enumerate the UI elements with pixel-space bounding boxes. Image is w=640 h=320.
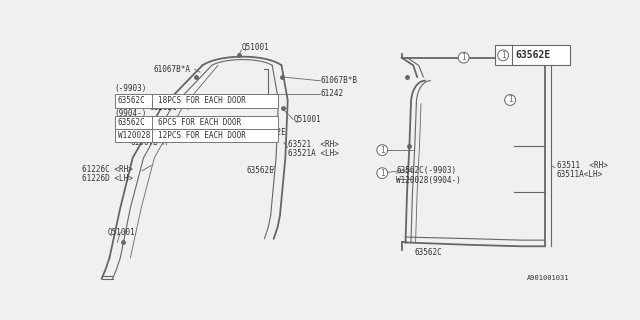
Text: 63562C(-9903): 63562C(-9903) (396, 166, 456, 175)
Text: 6PCS FOR EACH DOOR: 6PCS FOR EACH DOOR (157, 118, 241, 127)
Text: (9904-): (9904-) (115, 109, 147, 118)
Text: 63562C: 63562C (118, 118, 146, 127)
Text: 63511A<LH>: 63511A<LH> (557, 170, 603, 179)
Text: 63521  <RH>: 63521 <RH> (288, 140, 339, 149)
Circle shape (377, 145, 388, 156)
Text: 1: 1 (501, 51, 506, 60)
Text: 61226C <RH>: 61226C <RH> (81, 165, 132, 174)
Text: 61067B*B: 61067B*B (320, 76, 357, 85)
Text: 61262C: 61262C (150, 103, 177, 112)
Text: Q51001: Q51001 (241, 43, 269, 52)
FancyBboxPatch shape (495, 45, 570, 65)
Text: 1: 1 (508, 95, 513, 105)
Text: 12PCS FOR EACH DOOR: 12PCS FOR EACH DOOR (157, 131, 245, 140)
Text: 63562C: 63562C (118, 96, 146, 105)
Text: 61067B*A: 61067B*A (131, 138, 168, 147)
Text: A901001031: A901001031 (527, 275, 570, 281)
Circle shape (505, 95, 516, 105)
Text: W120028(9904-): W120028(9904-) (396, 176, 461, 185)
Text: 1: 1 (461, 53, 466, 62)
Circle shape (377, 168, 388, 179)
Text: 1: 1 (380, 146, 385, 155)
Text: 63511  <RH>: 63511 <RH> (557, 161, 607, 170)
Text: 61226D <LH>: 61226D <LH> (81, 174, 132, 183)
FancyBboxPatch shape (115, 116, 278, 142)
Text: 63562E: 63562E (516, 50, 551, 60)
Text: 63562E: 63562E (246, 166, 275, 175)
Circle shape (458, 52, 469, 63)
Text: 63562E: 63562E (259, 128, 286, 137)
Text: 61242: 61242 (320, 89, 344, 98)
Text: Q51001: Q51001 (293, 115, 321, 124)
Text: 1: 1 (380, 169, 385, 178)
Text: (-9903): (-9903) (115, 84, 147, 93)
FancyBboxPatch shape (115, 94, 278, 108)
Text: Q51001: Q51001 (107, 228, 135, 237)
Text: 61067B*A: 61067B*A (154, 65, 191, 74)
Text: 18PCS FOR EACH DOOR: 18PCS FOR EACH DOOR (157, 96, 245, 105)
Text: 63562C: 63562C (415, 248, 442, 257)
Text: W120028: W120028 (118, 131, 150, 140)
Text: 63521A <LH>: 63521A <LH> (288, 149, 339, 158)
Circle shape (498, 50, 509, 61)
